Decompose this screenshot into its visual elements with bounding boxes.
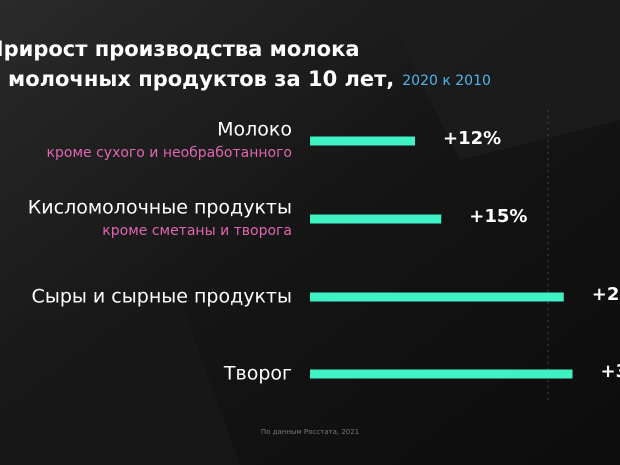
- value-label: +30%: [601, 361, 620, 382]
- category-label: Молоко: [217, 119, 292, 141]
- value-label: +15%: [469, 206, 527, 227]
- category-label: Сыры и сырные продукты: [32, 286, 292, 308]
- bg-shape: [0, 300, 240, 465]
- chart-title: Прирост производства молока: [0, 37, 360, 61]
- category-label: Кисломолочные продукты: [28, 197, 292, 219]
- bar: [310, 292, 564, 302]
- chart-title: и молочных продуктов за 10 лет,: [0, 67, 394, 91]
- value-label: +12%: [443, 128, 501, 149]
- category-label: Творог: [223, 363, 292, 385]
- category-note: кроме сметаны и творога: [102, 223, 292, 239]
- bar: [310, 214, 442, 224]
- category-note: кроме сухого и необработанного: [47, 145, 292, 161]
- bar: [310, 136, 415, 146]
- source-note: По данным Росстата, 2021: [261, 428, 359, 436]
- bar: [310, 369, 573, 379]
- value-label: +29%: [592, 284, 620, 305]
- subtitle: 2020 к 2010: [402, 73, 491, 89]
- bg-shape: [380, 0, 620, 160]
